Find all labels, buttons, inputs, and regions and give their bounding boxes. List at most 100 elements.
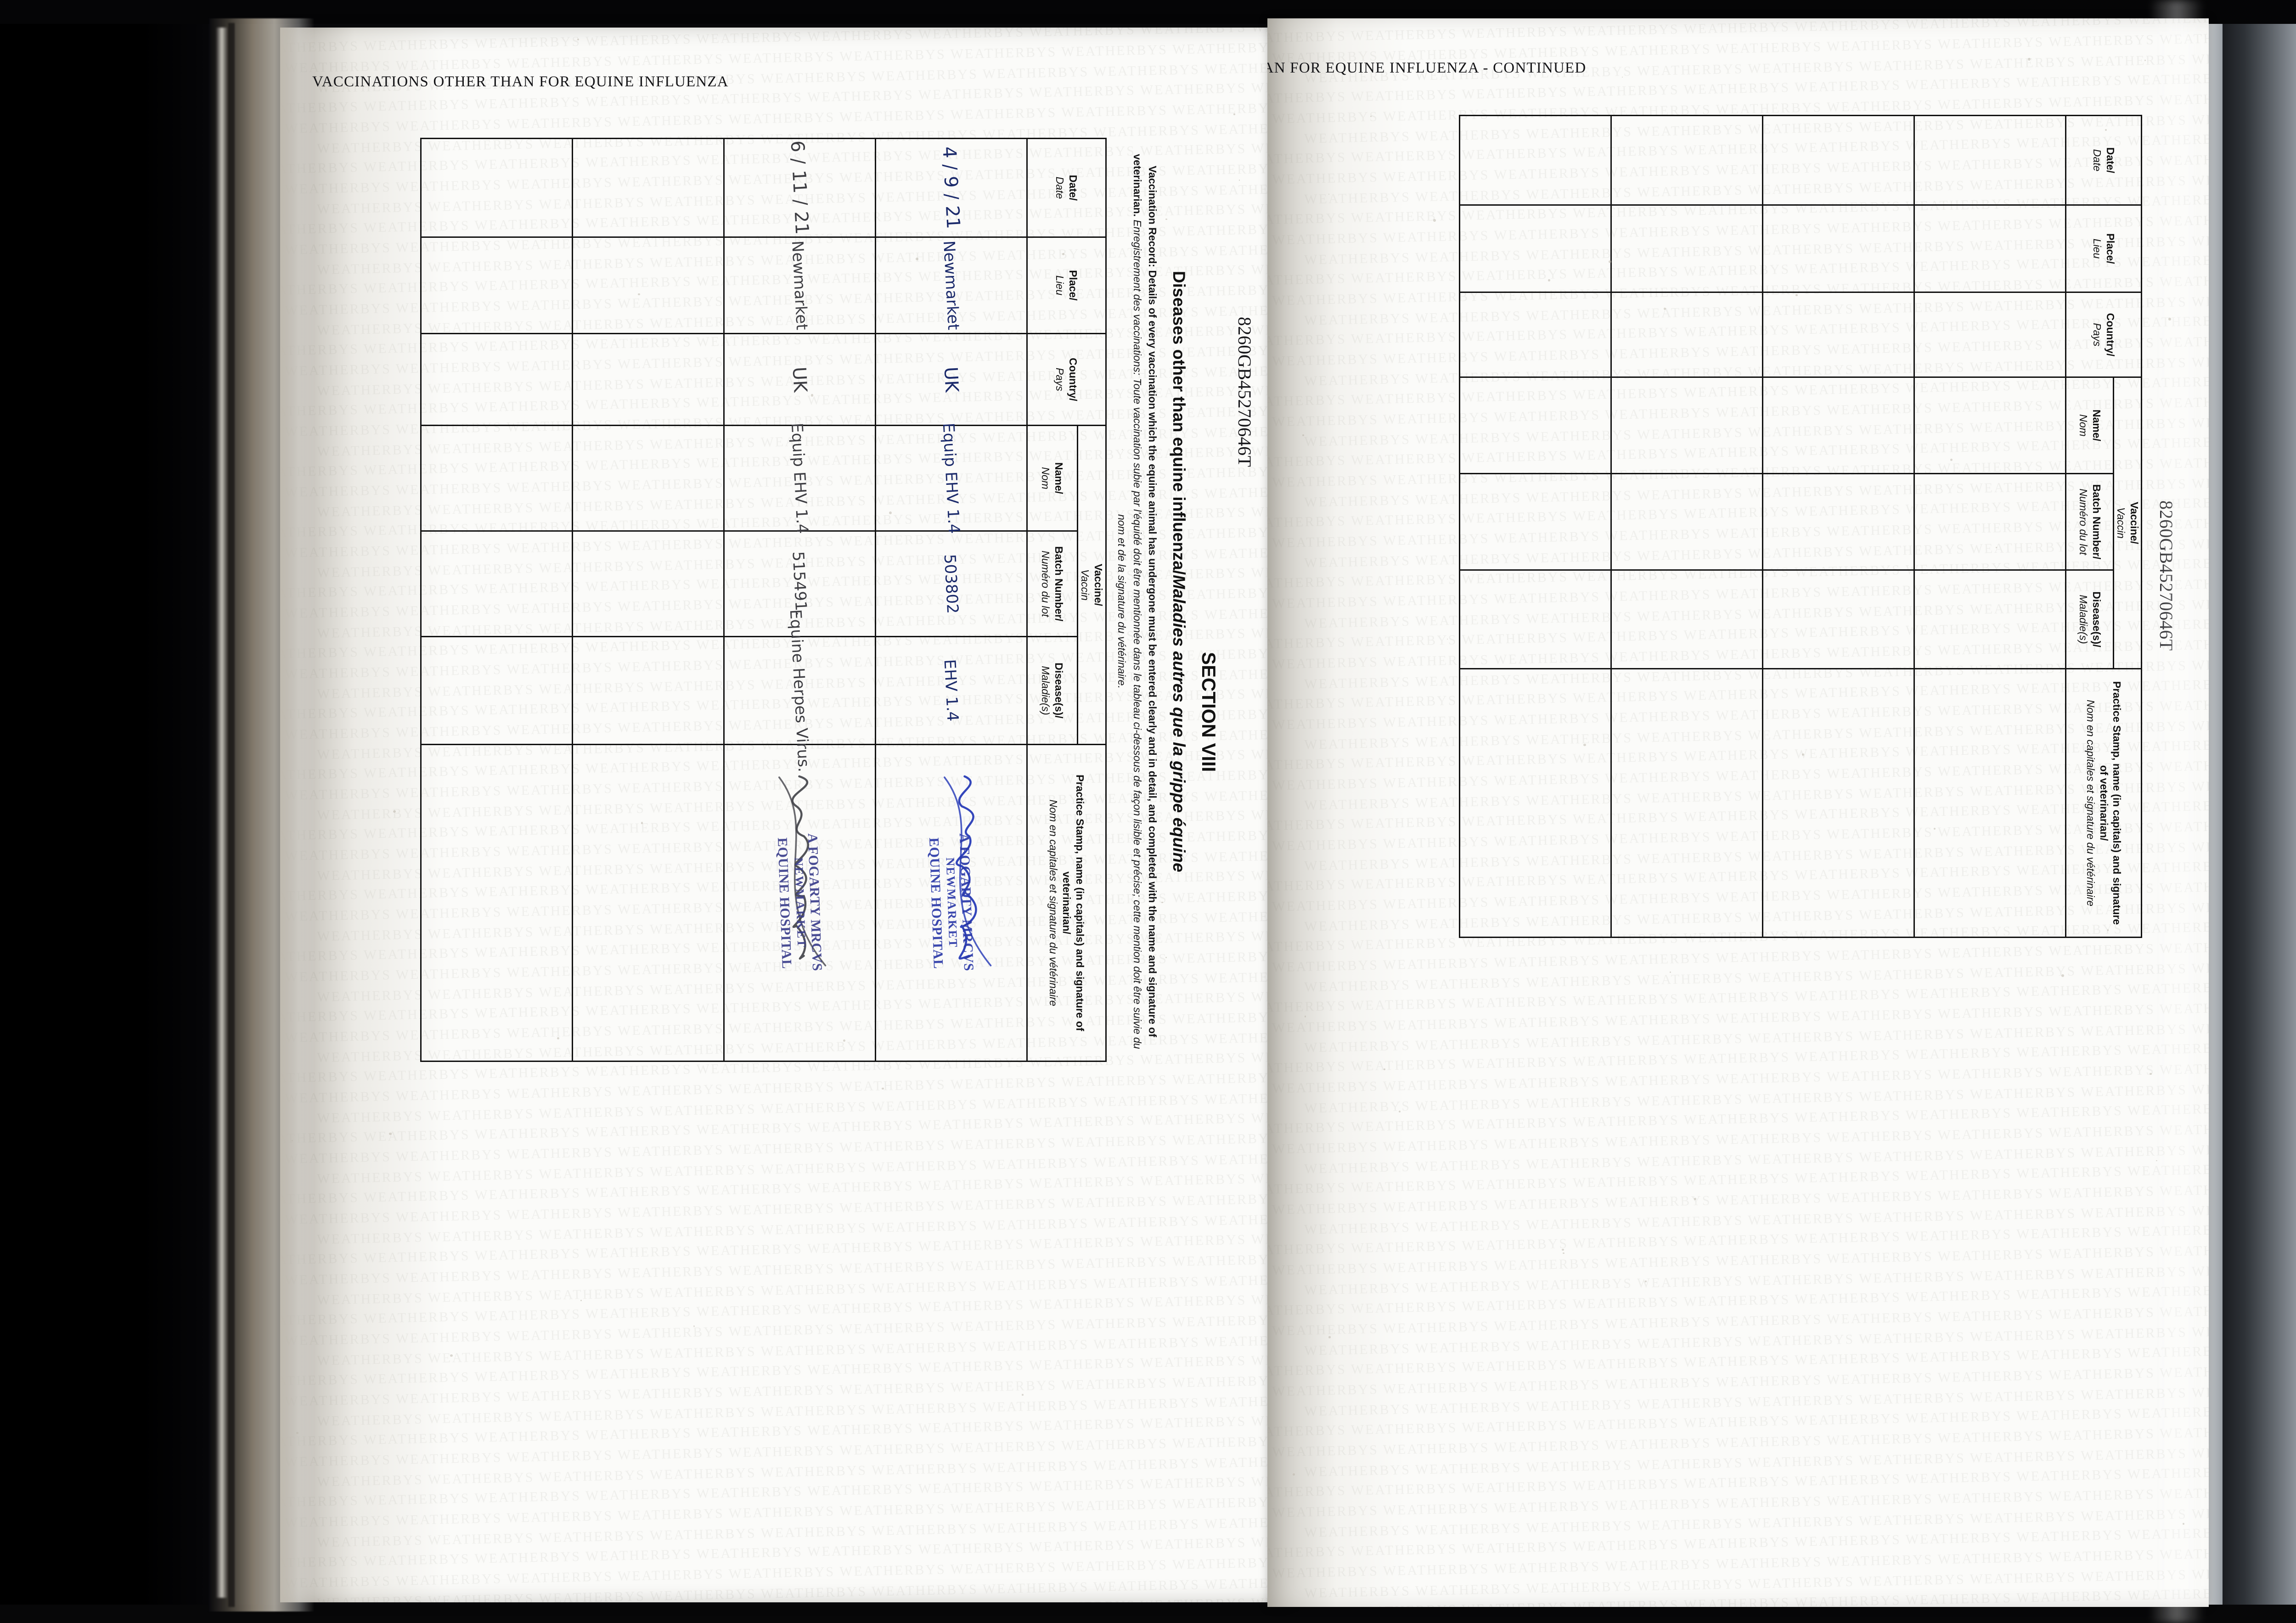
watermark-line: WEATHERBYS WEATHERBYS WEATHERBYS WEATHER… bbox=[1304, 1261, 2209, 1300]
watermark-line: WEATHERBYS WEATHERBYS WEATHERBYS WEATHER… bbox=[285, 37, 1290, 79]
cell-vaccine-name[interactable] bbox=[1914, 377, 2066, 474]
cell-place[interactable] bbox=[1914, 205, 2066, 292]
cell-vaccine-name-value bbox=[1915, 378, 2065, 473]
cell-date[interactable] bbox=[1611, 116, 1763, 205]
table-row[interactable] bbox=[1460, 116, 1611, 938]
watermark-line: WEATHERBYS WEATHERBYS WEATHERBYS WEATHER… bbox=[280, 28, 1290, 59]
scan-speck bbox=[1305, 1016, 1306, 1017]
cell-diseases[interactable]: Equine Herpes Virus. bbox=[724, 637, 876, 745]
cell-date-value bbox=[1915, 116, 2065, 204]
cell-batch-number-value: 503802 bbox=[876, 532, 1026, 636]
scan-speck bbox=[1795, 294, 1798, 297]
cell-batch-number[interactable] bbox=[1611, 474, 1763, 570]
vaccination-table-left: Date/ Date Place/ Lieu Country/ Pays V bbox=[420, 138, 1107, 1062]
table-row[interactable] bbox=[573, 139, 724, 1061]
watermark-line: WEATHERBYS WEATHERBYS WEATHERBYS WEATHER… bbox=[1272, 938, 2209, 978]
cell-batch-number[interactable]: 503802 bbox=[876, 531, 1027, 637]
watermark-line: WEATHERBYS WEATHERBYS WEATHERBYS WEATHER… bbox=[1267, 1402, 2209, 1443]
cell-date[interactable] bbox=[1763, 116, 1914, 205]
cell-diseases[interactable] bbox=[1763, 570, 1914, 669]
cell-date[interactable] bbox=[1914, 116, 2066, 205]
cell-vaccine-name[interactable]: Equip EHV 1.4 bbox=[876, 426, 1027, 531]
scan-speck bbox=[1934, 828, 1936, 830]
cell-diseases[interactable] bbox=[1460, 570, 1611, 669]
col-header-practice-stamp: Practice Stamp, name (in capitals) and s… bbox=[1027, 745, 1106, 1061]
cell-place[interactable] bbox=[1611, 205, 1763, 292]
cell-place-value bbox=[573, 238, 723, 333]
cell-practice-stamp-value bbox=[1461, 669, 1611, 937]
cell-diseases[interactable] bbox=[1914, 570, 2066, 669]
cell-batch-number[interactable] bbox=[1914, 474, 2066, 570]
cell-place[interactable] bbox=[573, 237, 724, 334]
watermark-line: WEATHERBYS WEATHERBYS WEATHERBYS WEATHER… bbox=[280, 1168, 1290, 1210]
table-row[interactable]: 4 / 9 / 21 Newmarket UK Equip EHV 1.4 503802… bbox=[876, 139, 1027, 1061]
cell-date[interactable] bbox=[573, 139, 724, 237]
cell-country[interactable] bbox=[573, 334, 724, 426]
watermark-line: WEATHERBYS WEATHERBYS WEATHERBYS WEATHER… bbox=[285, 1552, 1290, 1594]
cell-batch-number[interactable] bbox=[1763, 474, 1914, 570]
cell-country[interactable] bbox=[1460, 292, 1611, 377]
cell-country[interactable]: UK bbox=[724, 334, 876, 426]
cell-diseases[interactable] bbox=[1611, 570, 1763, 669]
cell-place-value bbox=[422, 238, 572, 333]
cell-practice-stamp[interactable]: A FOGARTY MRCVS NEWMARKET EQUINE HOSPITAL bbox=[876, 745, 1027, 1061]
cell-place[interactable] bbox=[1763, 205, 1914, 292]
cell-vaccine-name[interactable]: Equip EHV 1.4 bbox=[724, 426, 876, 531]
cell-vaccine-name[interactable] bbox=[573, 426, 724, 531]
watermark-line: WEATHERBYS WEATHERBYS WEATHERBYS WEATHER… bbox=[1267, 978, 2209, 1018]
cell-diseases[interactable]: EHV 1.4 bbox=[876, 637, 1027, 745]
watermark-line: WEATHERBYS WEATHERBYS WEATHERBYS WEATHER… bbox=[1272, 1605, 2209, 1607]
table-row[interactable] bbox=[1763, 116, 1914, 938]
cell-practice-stamp-value bbox=[1612, 669, 1762, 937]
cell-country[interactable] bbox=[1763, 292, 1914, 377]
cell-country-value bbox=[1461, 293, 1611, 376]
cell-practice-stamp[interactable] bbox=[1460, 669, 1611, 938]
cell-practice-stamp[interactable] bbox=[1611, 669, 1763, 938]
scan-speck bbox=[1022, 1394, 1023, 1395]
cell-batch-number-value bbox=[573, 532, 723, 636]
cell-batch-number[interactable] bbox=[573, 531, 724, 637]
cell-place[interactable]: Newmarket bbox=[724, 237, 876, 334]
cell-country[interactable] bbox=[421, 334, 573, 426]
left-page: WEATHERBYS WEATHERBYS WEATHERBYS WEATHER… bbox=[280, 28, 1290, 1602]
cell-practice-stamp-value bbox=[573, 745, 723, 1061]
cell-diseases[interactable] bbox=[573, 637, 724, 745]
cell-country[interactable] bbox=[1914, 292, 2066, 377]
cell-date[interactable]: 4 / 9 / 21 bbox=[876, 139, 1027, 237]
cell-place[interactable]: Newmarket bbox=[876, 237, 1027, 334]
cell-vaccine-name[interactable] bbox=[1460, 377, 1611, 474]
cell-place[interactable] bbox=[421, 237, 573, 334]
scan-speck bbox=[292, 1140, 293, 1141]
cell-diseases-value bbox=[1764, 571, 1914, 668]
cell-country[interactable] bbox=[1611, 292, 1763, 377]
cell-place[interactable] bbox=[1460, 205, 1611, 292]
cell-date[interactable]: 6 / 11 / 21 bbox=[724, 139, 876, 237]
cell-date-value bbox=[1764, 116, 1914, 204]
cell-vaccine-name-value: Equip EHV 1.4 bbox=[876, 426, 1026, 530]
cell-practice-stamp[interactable] bbox=[573, 745, 724, 1061]
table-row[interactable] bbox=[1611, 116, 1763, 938]
cell-date[interactable] bbox=[421, 139, 573, 237]
cell-vaccine-name[interactable] bbox=[1611, 377, 1763, 474]
cell-date[interactable] bbox=[1460, 116, 1611, 205]
cell-practice-stamp[interactable]: A FOGARTY MRCVS NEWMARKET EQUINE HOSPITAL bbox=[724, 745, 876, 1061]
instruction-block: Vaccination Record: Details of every vac… bbox=[1114, 152, 1160, 1051]
cell-practice-stamp[interactable] bbox=[1914, 669, 2066, 938]
col-header-place: Place/ Lieu bbox=[1027, 237, 1106, 334]
cell-vaccine-name[interactable] bbox=[1763, 377, 1914, 474]
watermark-line: WEATHERBYS WEATHERBYS WEATHERBYS WEATHER… bbox=[1267, 1160, 2209, 1200]
cell-vaccine-name[interactable] bbox=[421, 426, 573, 531]
table-row[interactable] bbox=[421, 139, 573, 1061]
scan-speck bbox=[1302, 434, 1304, 436]
cell-practice-stamp[interactable] bbox=[421, 745, 573, 1061]
cell-country[interactable]: UK bbox=[876, 334, 1027, 426]
cell-batch-number-value bbox=[1764, 474, 1914, 569]
cell-practice-stamp[interactable] bbox=[1763, 669, 1914, 938]
table-row[interactable]: 6 / 11 / 21 Newmarket UK Equip EHV 1.4 51549… bbox=[724, 139, 876, 1061]
cell-country-value bbox=[1612, 293, 1762, 376]
table-row[interactable] bbox=[1914, 116, 2066, 938]
cell-batch-number[interactable] bbox=[1460, 474, 1611, 570]
cell-diseases[interactable] bbox=[421, 637, 573, 745]
scan-speck bbox=[1399, 1111, 1401, 1112]
cell-batch-number[interactable] bbox=[421, 531, 573, 637]
